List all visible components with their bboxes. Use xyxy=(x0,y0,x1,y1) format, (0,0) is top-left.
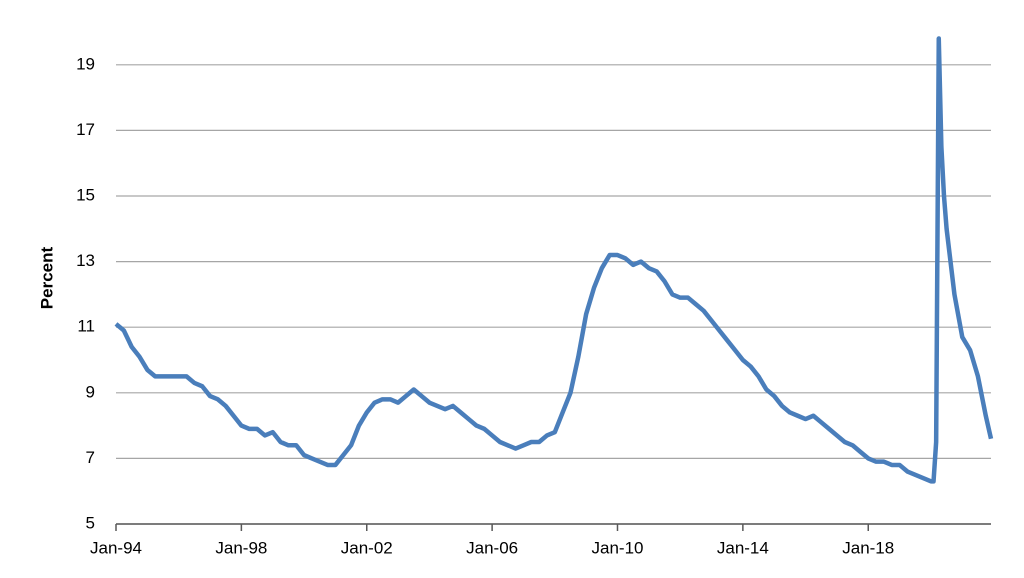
y-tick-label: 7 xyxy=(86,448,95,467)
y-tick-label: 19 xyxy=(76,54,95,73)
y-tick-label: 5 xyxy=(86,513,95,532)
y-tick-label: 11 xyxy=(77,317,95,336)
y-axis-label: Percent xyxy=(37,246,56,309)
x-tick-label: Jan-02 xyxy=(341,538,393,557)
y-tick-label: 15 xyxy=(76,185,95,204)
y-tick-label: 13 xyxy=(76,251,95,270)
x-tick-label: Jan-06 xyxy=(466,538,518,557)
x-tick-label: Jan-94 xyxy=(90,538,142,557)
y-tick-label: 17 xyxy=(76,120,95,139)
x-tick-label: Jan-10 xyxy=(592,538,644,557)
x-tick-label: Jan-14 xyxy=(717,538,769,557)
y-tick-label: 9 xyxy=(86,382,95,401)
data-line xyxy=(114,36,994,484)
x-tick-label: Jan-18 xyxy=(842,538,894,557)
x-tick-label: Jan-98 xyxy=(215,538,267,557)
